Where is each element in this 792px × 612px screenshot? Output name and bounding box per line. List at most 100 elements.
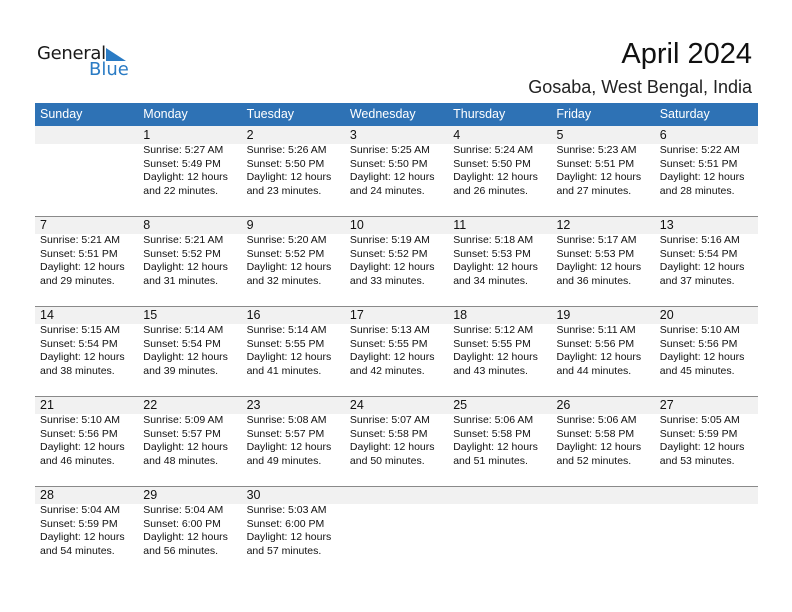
day-cell: 14 Sunrise: 5:15 AM Sunset: 5:54 PM Dayligh… [35, 306, 138, 378]
day-number: 20 [659, 308, 674, 322]
day-cell: 8 Sunrise: 5:21 AM Sunset: 5:52 PM Daylight… [138, 216, 241, 288]
date-band [35, 486, 758, 504]
sunrise-text: Sunrise: 5:16 AM [659, 234, 740, 246]
day-number: 13 [659, 218, 674, 232]
weekday-thursday: Thursday [453, 107, 506, 121]
daylight-minutes-text: and 22 minutes. [143, 184, 219, 197]
daylight-text: Daylight: 12 hours [349, 351, 435, 363]
day-cell: 28 Sunrise: 5:04 AM Sunset: 5:59 PM Dayligh… [35, 486, 138, 558]
day-number: 9 [246, 218, 254, 232]
sunset-text: Sunset: 5:56 PM [556, 337, 635, 350]
day-number: 12 [556, 218, 571, 232]
weekday-tuesday: Tuesday [246, 107, 295, 121]
daylight-text: Daylight: 12 hours [40, 441, 125, 453]
sunrise-text: Sunrise: 5:15 AM [40, 324, 120, 336]
day-cell: 21 Sunrise: 5:10 AM Sunset: 5:56 PM Dayligh… [35, 396, 138, 468]
sunrise-text: Sunrise: 5:21 AM [40, 234, 120, 246]
day-number: 2 [246, 128, 254, 142]
day-number: 5 [556, 128, 564, 142]
sunset-text: Sunset: 5:49 PM [143, 157, 221, 170]
day-cell: 6 Sunrise: 5:22 AM Sunset: 5:51 PM Daylight… [655, 126, 758, 198]
day-cell: 26 Sunrise: 5:06 AM Sunset: 5:58 PM Dayligh… [551, 396, 654, 468]
sunrise-text: Sunrise: 5:10 AM [659, 324, 740, 336]
day-cell: 2 Sunrise: 5:26 AM Sunset: 5:50 PM Daylight… [242, 126, 345, 198]
day-cell: 17 Sunrise: 5:13 AM Sunset: 5:55 PM Dayligh… [345, 306, 448, 378]
sunrise-text: Sunrise: 5:20 AM [246, 234, 327, 246]
day-cell: 23 Sunrise: 5:08 AM Sunset: 5:57 PM Dayligh… [242, 396, 345, 468]
daylight-text: Daylight: 12 hours [40, 261, 125, 273]
sunrise-text: Sunrise: 5:21 AM [143, 234, 224, 246]
daylight-text: Daylight: 12 hours [143, 171, 228, 183]
sunrise-text: Sunrise: 5:23 AM [556, 144, 637, 156]
daylight-minutes-text: and 28 minutes. [659, 184, 735, 197]
day-number: 4 [453, 128, 461, 142]
date-band [35, 126, 758, 144]
generalblue-logo: General Blue [37, 43, 132, 83]
daylight-text: Daylight: 12 hours [453, 171, 538, 183]
sunset-text: Sunset: 5:55 PM [453, 337, 531, 350]
daylight-minutes-text: and 56 minutes. [143, 544, 219, 557]
sunrise-text: Sunrise: 5:14 AM [143, 324, 224, 336]
sunrise-text: Sunrise: 5:24 AM [453, 144, 534, 156]
day-number: 30 [246, 488, 261, 502]
logo-word-general: General [37, 43, 106, 64]
day-cell: 12 Sunrise: 5:17 AM Sunset: 5:53 PM Dayligh… [551, 216, 654, 288]
daylight-text: Daylight: 12 hours [143, 441, 228, 453]
location-subtitle: Gosaba, West Bengal, India [528, 77, 752, 97]
day-cell: 4 Sunrise: 5:24 AM Sunset: 5:50 PM Daylight… [448, 126, 551, 198]
daylight-text: Daylight: 12 hours [246, 441, 332, 453]
sunset-text: Sunset: 5:59 PM [659, 427, 738, 440]
calendar-week: 21 Sunrise: 5:10 AM Sunset: 5:56 PM Dayligh… [35, 396, 758, 486]
sunrise-text: Sunrise: 5:17 AM [556, 234, 637, 246]
empty-day-cell [655, 486, 758, 558]
sunset-text: Sunset: 5:58 PM [453, 427, 531, 440]
sunrise-text: Sunrise: 5:26 AM [246, 144, 327, 156]
day-number: 8 [143, 218, 151, 232]
daylight-minutes-text: and 33 minutes. [349, 274, 425, 287]
day-cell: 11 Sunrise: 5:18 AM Sunset: 5:53 PM Dayligh… [448, 216, 551, 288]
sunset-text: Sunset: 6:00 PM [246, 517, 325, 530]
sunset-text: Sunset: 5:54 PM [40, 337, 118, 350]
daylight-minutes-text: and 31 minutes. [143, 274, 219, 287]
day-number: 17 [349, 308, 364, 322]
calendar-week: 7 Sunrise: 5:21 AM Sunset: 5:51 PM Daylight… [35, 216, 758, 306]
day-number: 14 [40, 308, 54, 322]
sunrise-text: Sunrise: 5:10 AM [40, 414, 120, 426]
sunrise-text: Sunrise: 5:11 AM [556, 324, 636, 336]
day-cell: 13 Sunrise: 5:16 AM Sunset: 5:54 PM Dayligh… [655, 216, 758, 288]
day-cell: 25 Sunrise: 5:06 AM Sunset: 5:58 PM Dayligh… [448, 396, 551, 468]
daylight-minutes-text: and 38 minutes. [40, 364, 115, 377]
day-number: 25 [453, 398, 468, 412]
sunset-text: Sunset: 5:51 PM [556, 157, 635, 170]
day-cell: 30 Sunrise: 5:03 AM Sunset: 6:00 PM Dayligh… [242, 486, 345, 558]
sunrise-text: Sunrise: 5:08 AM [246, 414, 327, 426]
day-cell: 27 Sunrise: 5:05 AM Sunset: 5:59 PM Dayligh… [655, 396, 758, 468]
daylight-text: Daylight: 12 hours [143, 351, 228, 363]
daylight-minutes-text: and 49 minutes. [246, 454, 322, 467]
sunset-text: Sunset: 5:50 PM [349, 157, 428, 170]
daylight-minutes-text: and 44 minutes. [556, 364, 632, 377]
daylight-minutes-text: and 46 minutes. [40, 454, 115, 467]
logo-word-blue: Blue [89, 59, 129, 80]
daylight-text: Daylight: 12 hours [143, 261, 228, 273]
day-number: 28 [40, 488, 54, 502]
day-number: 26 [556, 398, 571, 412]
sunrise-text: Sunrise: 5:04 AM [143, 504, 224, 516]
calendar-week: 1 Sunrise: 5:27 AM Sunset: 5:49 PM Daylight… [35, 126, 758, 216]
weekday-wednesday: Wednesday [349, 107, 416, 121]
page-title: April 2024 [621, 38, 752, 70]
day-number: 15 [143, 308, 158, 322]
day-number: 22 [143, 398, 158, 412]
daylight-minutes-text: and 53 minutes. [659, 454, 735, 467]
daylight-minutes-text: and 54 minutes. [40, 544, 115, 557]
daylight-minutes-text: and 43 minutes. [453, 364, 528, 377]
sunset-text: Sunset: 5:51 PM [40, 247, 118, 260]
sunset-text: Sunset: 5:50 PM [453, 157, 531, 170]
sunset-text: Sunset: 5:55 PM [349, 337, 428, 350]
day-cell: 10 Sunrise: 5:19 AM Sunset: 5:52 PM Dayligh… [345, 216, 448, 288]
day-number: 29 [143, 488, 158, 502]
day-cell: 20 Sunrise: 5:10 AM Sunset: 5:56 PM Dayligh… [655, 306, 758, 378]
daylight-minutes-text: and 42 minutes. [349, 364, 425, 377]
daylight-minutes-text: and 57 minutes. [246, 544, 322, 557]
sunset-text: Sunset: 5:58 PM [556, 427, 635, 440]
